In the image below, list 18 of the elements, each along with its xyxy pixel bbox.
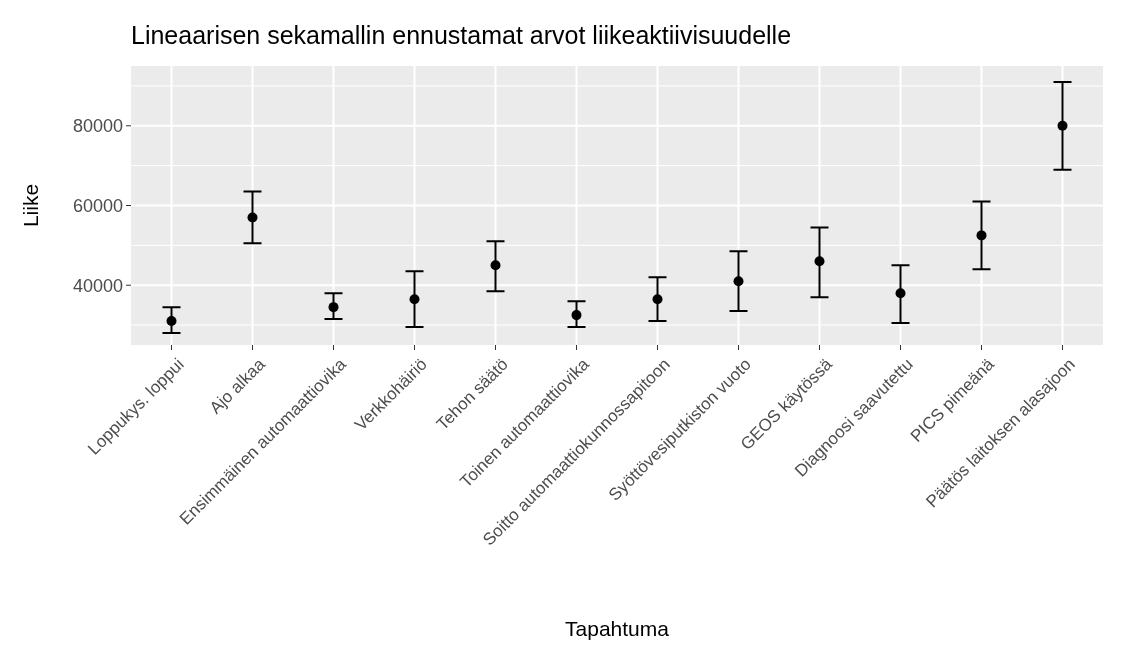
point xyxy=(166,316,177,327)
point xyxy=(328,302,339,313)
point xyxy=(976,230,987,241)
chart-title: Lineaarisen sekamallin ennustamat arvot liikeaktiivisuudelle xyxy=(131,21,792,49)
point xyxy=(1057,120,1068,131)
point xyxy=(652,294,663,305)
point xyxy=(490,260,501,271)
y-axis-title: Liike xyxy=(19,183,42,228)
point xyxy=(895,288,906,299)
x-axis-title: Tapahtuma xyxy=(565,617,670,640)
y-tick-label: 80000 xyxy=(72,116,123,137)
y-tick-label: 60000 xyxy=(72,195,123,216)
point xyxy=(733,276,744,287)
point xyxy=(409,294,420,305)
point xyxy=(571,310,582,321)
y-tick-label: 40000 xyxy=(72,275,123,296)
point xyxy=(814,256,825,267)
point xyxy=(247,212,258,223)
